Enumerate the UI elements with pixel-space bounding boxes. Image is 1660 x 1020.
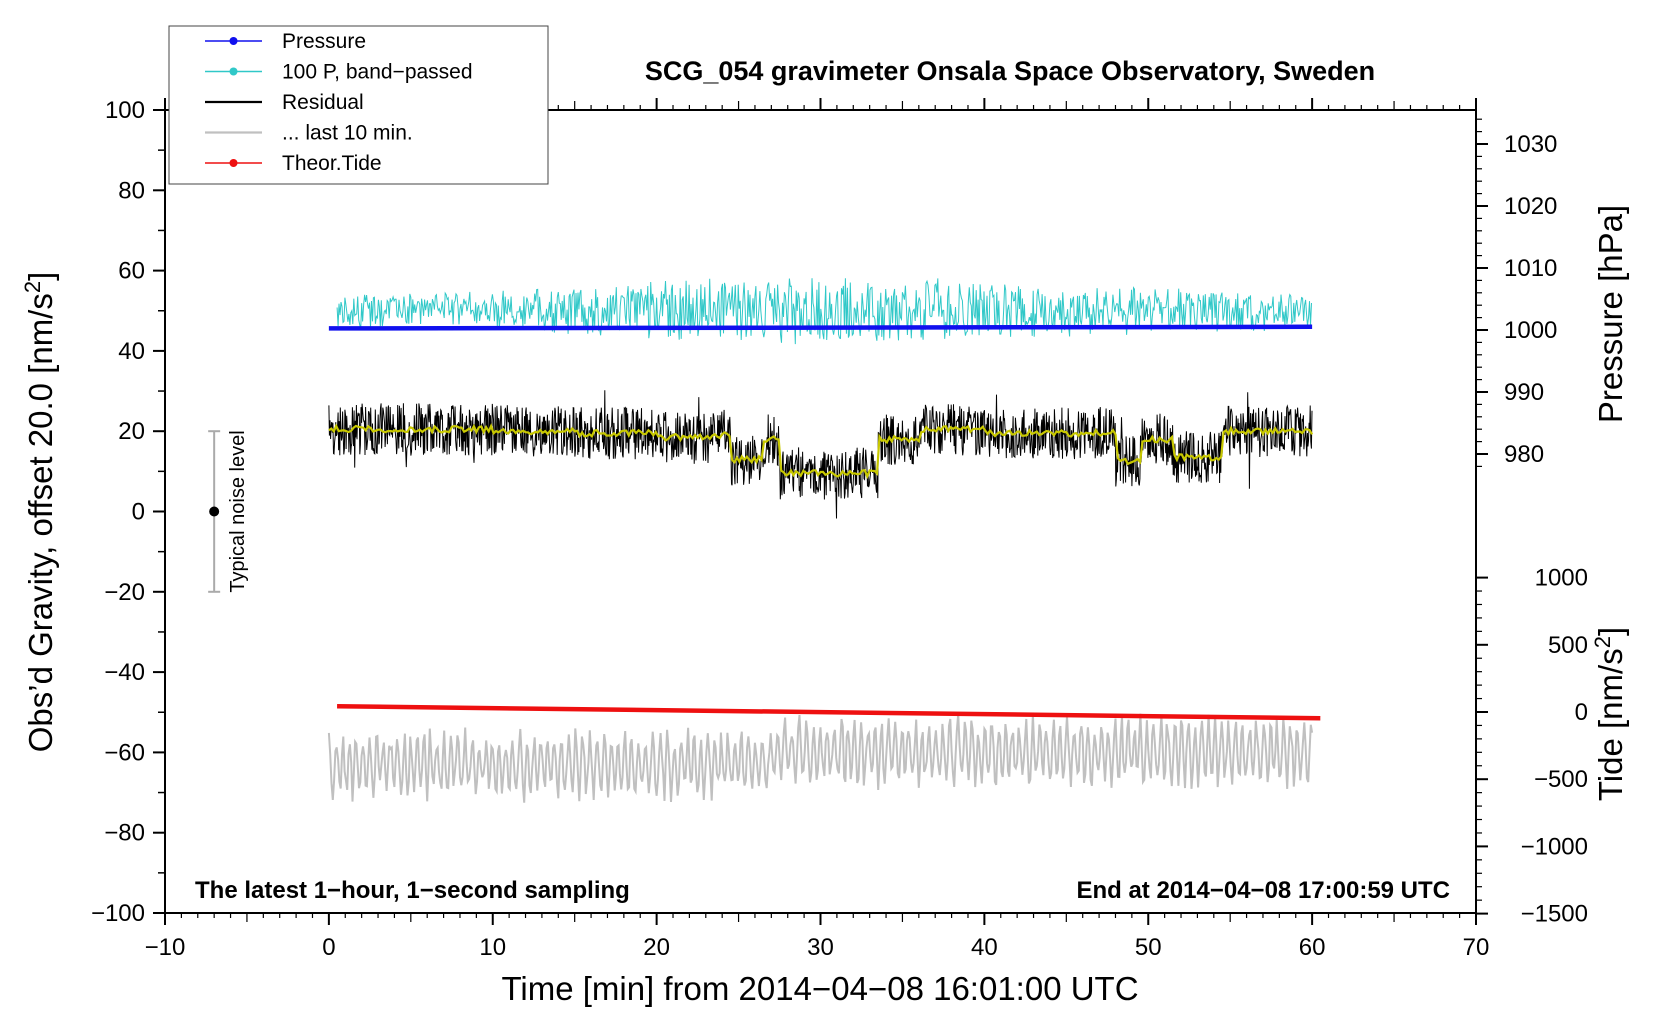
legend-marker [229, 67, 238, 76]
chart-title: SCG_054 gravimeter Onsala Space Observat… [645, 56, 1375, 86]
noise-level-indicator: Typical noise level [208, 430, 249, 593]
y-axis-label-pressure: Pressure [hPa] [1592, 205, 1629, 423]
y-tick-label: −100 [91, 900, 145, 927]
series-last10-line [327, 713, 1314, 803]
y-tick-label: 20 [118, 418, 145, 445]
pressure-tick-label: 980 [1504, 441, 1544, 468]
y-tick-label: 40 [118, 338, 145, 365]
y-tick-label: 80 [118, 177, 145, 204]
series-pressure-line [328, 324, 1313, 331]
x-tick-label: 10 [479, 934, 506, 961]
series-residual-smoothed-line [328, 422, 1314, 480]
tide-tick-label: 1000 [1535, 565, 1588, 592]
x-tick-label: 30 [807, 934, 834, 961]
legend: Pressure 100 P, band−passed Residual ... la… [168, 25, 549, 185]
legend-label: Residual [282, 91, 364, 114]
legend-marker [229, 159, 238, 167]
y-tick-label: 100 [105, 97, 145, 124]
series-residual-line [328, 390, 1313, 519]
plot-area [327, 278, 1321, 803]
tide-tick-label: 500 [1548, 632, 1588, 659]
annotation-sampling: The latest 1−hour, 1−second sampling [195, 877, 630, 904]
x-tick-label: 70 [1463, 934, 1490, 961]
y-tick-label: 0 [132, 499, 145, 526]
legend-label: 100 P, band−passed [282, 61, 473, 84]
x-tick-label: 50 [1135, 934, 1162, 961]
legend-label: ... last 10 min. [282, 122, 413, 145]
y-tick-label: −40 [104, 659, 145, 686]
legend-marker [229, 37, 238, 45]
x-tick-label: 60 [1299, 934, 1326, 961]
legend-box [168, 25, 549, 185]
legend-label: Theor.Tide [282, 152, 382, 175]
y-tick-label: −20 [104, 579, 145, 606]
x-tick-label: 20 [643, 934, 670, 961]
x-tick-label: −10 [145, 934, 186, 961]
y-tick-label: 60 [118, 258, 145, 285]
pressure-tick-label: 990 [1504, 379, 1544, 406]
y-axis-label-tide: Tide [nm/s2] [1590, 627, 1629, 801]
series-bandpassed-line [336, 278, 1312, 345]
x-tick-label: 40 [971, 934, 998, 961]
y-tick-label: −80 [104, 820, 145, 847]
legend-items: Pressure 100 P, band−passed Residual ... la… [205, 30, 473, 175]
series-tide-line [337, 703, 1321, 721]
legend-label: Pressure [282, 30, 366, 53]
y-axis-label-left: Obs’d Gravity, offset 20.0 [nm/s2] [20, 272, 59, 753]
tide-tick-label: 0 [1575, 699, 1588, 726]
pressure-tick-label: 1000 [1504, 317, 1557, 344]
tide-tick-label: −500 [1534, 766, 1588, 793]
x-axis-label: Time [min] from 2014−04−08 16:01:00 UTC [501, 970, 1138, 1007]
pressure-tick-label: 1030 [1504, 131, 1557, 158]
tide-tick-label: −1000 [1521, 833, 1588, 860]
noise-center-dot [209, 506, 220, 517]
tide-tick-label: −1500 [1521, 901, 1588, 928]
x-tick-label: 0 [322, 934, 335, 961]
pressure-tick-label: 1010 [1504, 255, 1557, 282]
pressure-tick-label: 1020 [1504, 193, 1557, 220]
y-tick-label: −60 [104, 739, 145, 766]
noise-label: Typical noise level [227, 430, 249, 592]
annotation-end-time: End at 2014−04−08 17:00:59 UTC [1076, 877, 1450, 904]
